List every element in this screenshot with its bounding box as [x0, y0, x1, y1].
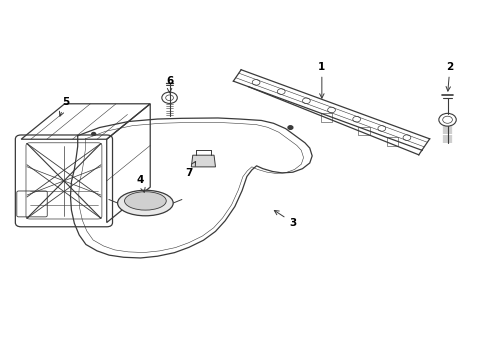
Text: 3: 3 — [274, 211, 296, 228]
Circle shape — [92, 132, 95, 135]
Ellipse shape — [117, 190, 173, 216]
Text: 5: 5 — [60, 97, 69, 116]
Text: 1: 1 — [318, 62, 325, 98]
Text: 7: 7 — [185, 161, 195, 178]
Text: 6: 6 — [165, 76, 173, 93]
Text: 4: 4 — [137, 175, 145, 192]
Polygon shape — [191, 155, 215, 167]
Circle shape — [287, 126, 292, 129]
Ellipse shape — [124, 192, 166, 210]
Text: 2: 2 — [445, 62, 453, 91]
